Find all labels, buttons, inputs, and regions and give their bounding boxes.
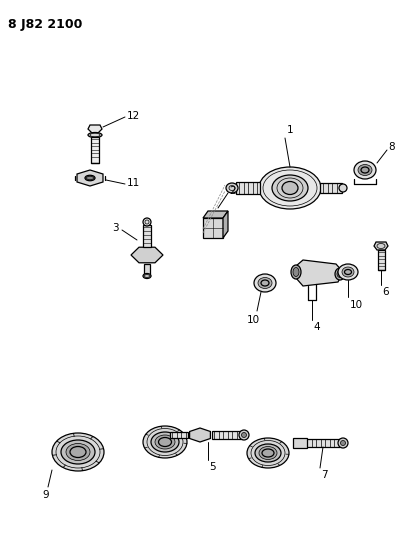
Polygon shape: [88, 125, 102, 133]
Polygon shape: [77, 170, 103, 186]
Ellipse shape: [337, 271, 343, 278]
Text: 6: 6: [382, 287, 388, 297]
Bar: [143, 225, 151, 247]
Bar: [293, 438, 307, 448]
Ellipse shape: [61, 440, 95, 464]
Ellipse shape: [342, 267, 354, 277]
Text: 7: 7: [321, 470, 328, 480]
Text: 3: 3: [112, 223, 119, 233]
Ellipse shape: [259, 167, 321, 209]
Ellipse shape: [226, 183, 238, 193]
Polygon shape: [296, 260, 343, 286]
Text: 9: 9: [43, 490, 49, 500]
Ellipse shape: [255, 444, 281, 462]
Ellipse shape: [155, 435, 175, 449]
Ellipse shape: [338, 264, 358, 280]
Ellipse shape: [143, 273, 151, 279]
Circle shape: [242, 432, 246, 438]
Bar: [236, 182, 260, 194]
Ellipse shape: [143, 426, 187, 458]
Ellipse shape: [151, 432, 179, 452]
Bar: [170, 432, 188, 438]
Ellipse shape: [85, 175, 95, 181]
Polygon shape: [374, 242, 388, 250]
Text: 4: 4: [313, 322, 320, 332]
Text: 8 J82 2100: 8 J82 2100: [8, 18, 82, 31]
Bar: [212, 431, 242, 439]
Ellipse shape: [354, 161, 376, 179]
Text: 5: 5: [209, 462, 216, 472]
Ellipse shape: [291, 265, 301, 279]
Text: 10: 10: [350, 300, 363, 310]
Ellipse shape: [339, 184, 347, 192]
Circle shape: [239, 430, 249, 440]
Ellipse shape: [88, 133, 102, 138]
Bar: [305, 439, 340, 447]
Ellipse shape: [259, 447, 277, 459]
Ellipse shape: [358, 165, 372, 175]
Ellipse shape: [247, 438, 289, 468]
Text: 2: 2: [229, 186, 236, 196]
Ellipse shape: [335, 268, 345, 280]
Polygon shape: [189, 428, 211, 442]
Polygon shape: [131, 247, 163, 263]
Text: 11: 11: [127, 178, 140, 188]
Ellipse shape: [293, 268, 299, 277]
Ellipse shape: [272, 175, 308, 201]
Ellipse shape: [143, 218, 151, 226]
Text: 10: 10: [246, 315, 259, 325]
Bar: [203, 218, 223, 238]
Circle shape: [338, 438, 348, 448]
Text: 12: 12: [127, 111, 140, 121]
Ellipse shape: [66, 443, 90, 461]
Polygon shape: [223, 211, 228, 238]
Bar: [91, 137, 99, 163]
Polygon shape: [203, 211, 228, 218]
Text: 8: 8: [388, 142, 395, 152]
Bar: [320, 183, 342, 193]
Ellipse shape: [282, 182, 298, 195]
Ellipse shape: [52, 433, 104, 471]
Ellipse shape: [254, 274, 276, 292]
Circle shape: [341, 440, 345, 446]
Text: 1: 1: [287, 125, 294, 135]
Bar: [377, 250, 384, 270]
Ellipse shape: [258, 278, 272, 288]
Bar: [144, 264, 150, 276]
